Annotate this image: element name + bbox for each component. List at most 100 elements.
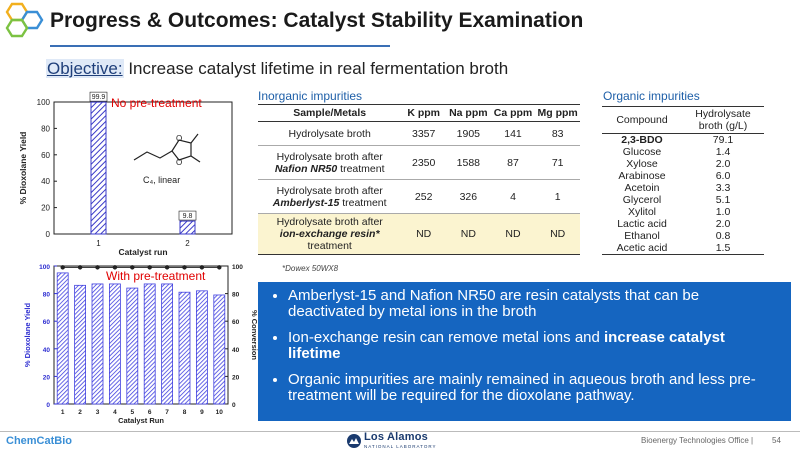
y-axis-label: % Dioxolane Yield xyxy=(23,302,32,367)
column-header: K ppm xyxy=(407,107,441,119)
y-tick-label: 20 xyxy=(41,204,50,213)
column-header: Compound xyxy=(602,106,682,134)
y-tick-label: 40 xyxy=(41,177,50,186)
y2-tick-label: 0 xyxy=(232,402,236,409)
compound-cell: Ethanol xyxy=(624,230,660,242)
bullet-item: Amberlyst-15 and Nafion NR50 are resin c… xyxy=(288,288,779,320)
compound-cell: Xylitol xyxy=(627,206,656,218)
bar xyxy=(74,284,86,405)
conversion-point xyxy=(130,265,135,270)
value-cell: 79.1 xyxy=(712,134,734,146)
table-row: Glycerol 5.1 xyxy=(602,194,764,206)
conversion-point xyxy=(77,265,83,270)
sample-cell: Hydrolysate broth after ion-exchange resi… xyxy=(258,213,402,255)
y2-axis-label: % Conversion xyxy=(250,310,259,360)
value-cell: 6.0 xyxy=(715,170,731,182)
y-tick-label: 60 xyxy=(41,151,50,160)
table-row: Hydrolysate broth after Amberlyst-15 trea… xyxy=(258,179,580,214)
inorganic-impurities-title: Inorganic impurities xyxy=(258,89,363,103)
x-tick-label: 7 xyxy=(165,409,169,416)
conversion-point xyxy=(112,265,118,270)
los-alamos-logo-text: Los Alamos xyxy=(364,431,428,443)
with-pretreatment-label: With pre-treatment xyxy=(106,269,206,283)
ca-cell: 141 xyxy=(490,121,536,146)
y-tick-label: 20 xyxy=(43,374,51,381)
mg-cell: 1 xyxy=(535,179,580,214)
compound-cell: Arabinose xyxy=(618,170,666,182)
value-cell: 3.3 xyxy=(715,182,731,194)
svg-text:O: O xyxy=(176,134,182,143)
dioxolane-molecule-icon xyxy=(133,133,201,163)
no-pretreatment-label: No pre-treatment xyxy=(111,96,202,110)
y2-tick-label: 60 xyxy=(232,319,240,326)
y2-tick-label: 80 xyxy=(232,292,240,299)
objective-line: Objective: Increase catalyst lifetime in… xyxy=(46,59,508,79)
title-underline xyxy=(50,45,390,47)
bar xyxy=(213,294,226,405)
y-axis-label: % Dioxolane Yield xyxy=(18,132,28,205)
y2-tick-label: 100 xyxy=(232,264,243,271)
x-tick-label: 3 xyxy=(96,409,100,416)
k-cell: 3357 xyxy=(401,121,447,146)
conversion-point xyxy=(147,265,152,270)
y-tick-label: 80 xyxy=(41,124,50,133)
value-cell: 1.0 xyxy=(715,206,731,218)
molecule-label: C₄, linear xyxy=(143,175,180,185)
compound-cell: Acetic acid xyxy=(602,242,682,255)
organic-impurities-table: Compound Hydrolysate broth (g/L) 2,3-BDO… xyxy=(602,106,764,255)
compound-cell: Lactic acid xyxy=(617,218,667,230)
organic-impurities-title: Organic impurities xyxy=(603,89,700,103)
bar xyxy=(179,220,196,235)
y2-tick-label: 20 xyxy=(232,374,240,381)
table-row: Hydrolysate broth after Nafion NR50 treat… xyxy=(258,145,580,180)
table-row-highlighted: Hydrolysate broth after ion-exchange resi… xyxy=(258,213,580,255)
bar xyxy=(195,290,208,405)
objective-label: Objective: xyxy=(46,59,124,78)
conversion-point xyxy=(95,265,100,270)
footnote: *Dowex 50WX8 xyxy=(282,264,339,273)
value-cell: 2.0 xyxy=(715,158,731,170)
y2-tick-label: 40 xyxy=(232,347,240,354)
table-row: Xylitol 1.0 xyxy=(602,206,764,218)
table-row: Lactic acid 2.0 xyxy=(602,218,764,230)
x-tick-label: 8 xyxy=(183,409,187,416)
x-tick-label: 1 xyxy=(96,239,101,248)
compound-cell: Acetoin xyxy=(624,182,660,194)
bar xyxy=(161,283,174,405)
y-tick-label: 0 xyxy=(46,402,50,409)
y-tick-label: 100 xyxy=(37,98,51,107)
x-axis-label: Catalyst run xyxy=(118,247,167,257)
table-header-row: Sample/Metals K ppm Na ppm Ca ppm Mg ppm xyxy=(258,104,580,122)
y-tick-label: 40 xyxy=(43,347,51,354)
bar xyxy=(178,291,191,405)
bar xyxy=(91,283,104,405)
x-tick-label: 6 xyxy=(148,409,152,416)
value-cell: 1.4 xyxy=(715,146,731,158)
chemcatbio-logo-text: ChemCatBio xyxy=(6,435,73,447)
bar xyxy=(126,287,139,405)
compound-cell: Glycerol xyxy=(622,194,662,206)
office-label: Bioenergy Technologies Office | xyxy=(641,436,754,445)
table-row: Xylose 2.0 xyxy=(602,158,764,170)
svg-text:O: O xyxy=(176,158,182,167)
inorganic-impurities-table: Sample/Metals K ppm Na ppm Ca ppm Mg ppm… xyxy=(258,104,580,255)
k-cell: ND xyxy=(401,213,447,255)
x-tick-label: 2 xyxy=(78,409,82,416)
conversion-point xyxy=(217,265,222,270)
data-label-box xyxy=(89,91,108,102)
compound-cell: Glucose xyxy=(622,146,662,158)
table-header-row: Compound Hydrolysate broth (g/L) xyxy=(602,106,764,134)
ca-cell: 87 xyxy=(490,145,536,180)
x-tick-label: 1 xyxy=(61,409,65,416)
sample-cell: Hydrolysate broth after Amberlyst-15 trea… xyxy=(258,179,402,214)
value-cell: 0.8 xyxy=(715,230,731,242)
compound-cell: Xylose xyxy=(626,158,658,170)
column-header: Ca ppm xyxy=(493,107,533,119)
data-label: 9.8 xyxy=(183,213,193,220)
column-header: Mg ppm xyxy=(537,107,578,119)
mg-cell: ND xyxy=(535,213,580,255)
footer-divider xyxy=(0,431,800,432)
value-cell: 2.0 xyxy=(715,218,731,230)
ca-cell: ND xyxy=(490,213,536,255)
x-tick-label: 10 xyxy=(216,409,224,416)
